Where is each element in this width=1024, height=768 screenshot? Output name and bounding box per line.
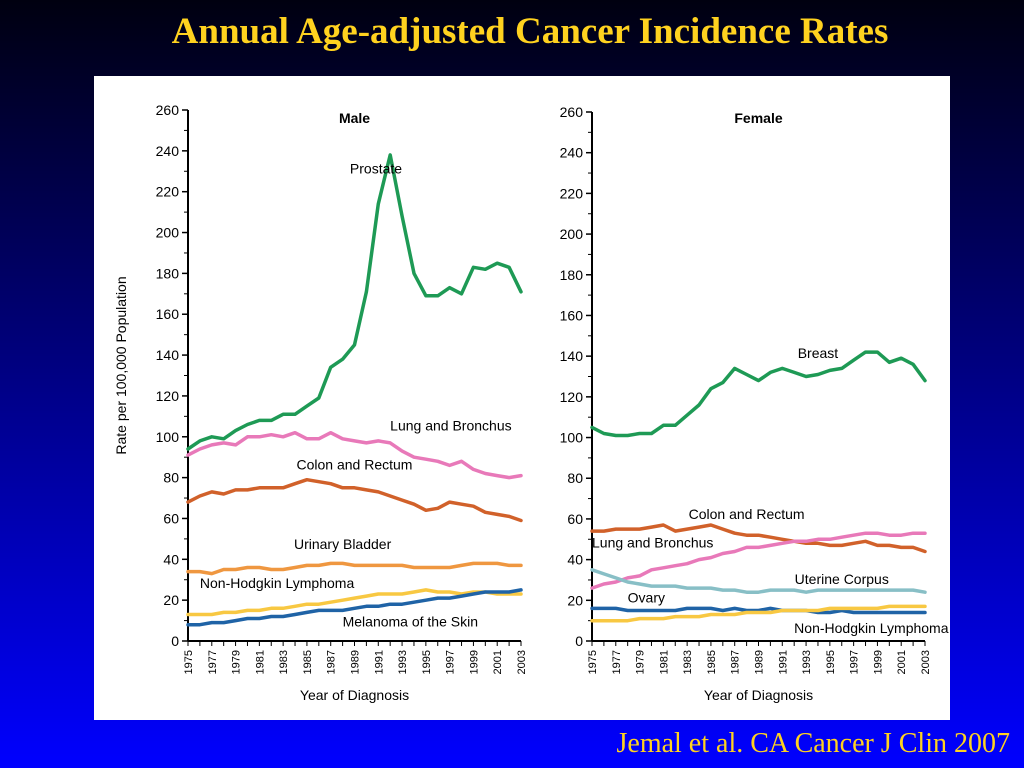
series-line-non-hodgkin-lymphoma	[590, 604, 927, 623]
y-tick-label: 140	[560, 348, 584, 364]
x-axis-label: Year of Diagnosis	[300, 687, 409, 703]
series-label-lung-and-bronchus: Lung and Bronchus	[592, 534, 713, 550]
y-tick-label: 260	[560, 104, 584, 120]
x-tick-label: 1975	[587, 650, 599, 674]
y-tick-label: 200	[156, 225, 180, 241]
series-label-melanoma-of-the-skin: Melanoma of the Skin	[343, 614, 478, 630]
series-line-breast	[590, 350, 927, 438]
x-tick-label: 1999	[872, 650, 884, 674]
x-tick-label: 1987	[326, 650, 338, 674]
x-axis-label: Year of Diagnosis	[704, 687, 813, 703]
x-tick-label: 1979	[231, 650, 243, 674]
x-tick-label: 1981	[658, 650, 670, 674]
female-chart: 0 20 40 60 80 100 120 140 160 180 200 220 240 260 1975…	[560, 104, 949, 703]
series-line-urinary-bladder	[186, 561, 523, 576]
y-tick-label: 220	[156, 184, 180, 200]
x-tick-label: 1991	[373, 650, 385, 674]
male-chart: 0 20 40 60 80 100 120 140 160 180 200 220 240 260 1975…	[113, 102, 528, 703]
y-tick-label: 260	[156, 102, 180, 118]
y-axis-label: Rate per 100,000 Population	[113, 276, 129, 454]
y-tick-label: 80	[567, 470, 583, 486]
x-tick-label: 1977	[207, 650, 219, 674]
y-tick-label: 20	[163, 592, 179, 608]
y-tick-label: 240	[560, 145, 584, 161]
x-tick-label: 1977	[611, 650, 623, 674]
y-tick-label: 160	[156, 306, 180, 322]
series-label-breast: Breast	[798, 345, 839, 361]
y-tick-label: 140	[156, 347, 180, 363]
x-tick-label: 1995	[421, 650, 433, 674]
x-tick-label: 1991	[777, 650, 789, 674]
y-tick-label: 40	[567, 552, 583, 568]
y-tick-label: 120	[560, 389, 584, 405]
y-tick-label: 220	[560, 185, 584, 201]
series-line-colon-and-rectum	[590, 523, 927, 554]
y-tick-label: 200	[560, 226, 584, 242]
series-line-lung-and-bronchus	[186, 430, 523, 480]
y-tick-label: 60	[163, 510, 179, 526]
x-tick-label: 1997	[445, 650, 457, 674]
series-label-uterine-corpus: Uterine Corpus	[795, 571, 889, 587]
series-line-lung-and-bronchus	[590, 531, 927, 590]
x-tick-label: 1993	[397, 650, 409, 674]
x-tick-label: 2003	[516, 650, 528, 674]
y-tick-label: 80	[163, 470, 179, 486]
series-line-uterine-corpus	[590, 568, 927, 594]
x-tick-label: 1989	[350, 650, 362, 674]
figure-panel: 0 20 40 60 80 100 120 140 160 180 200 220 240 260 1975…	[94, 76, 950, 720]
x-tick-label: 1985	[302, 650, 314, 674]
series-line-melanoma-of-the-skin	[186, 588, 523, 627]
y-tick-label: 180	[560, 267, 584, 283]
chart-title: Male	[339, 110, 370, 126]
chart-title: Female	[734, 110, 782, 126]
incidence-charts: 0204060801001201401601802002202402601975…	[113, 102, 949, 703]
series-line-prostate	[186, 153, 523, 451]
y-tick-label: 240	[156, 143, 180, 159]
series-line-ovary	[590, 606, 927, 615]
x-tick-label: 1985	[706, 650, 718, 674]
x-tick-label: 2001	[492, 650, 504, 674]
x-tick-label: 1997	[849, 650, 861, 674]
x-tick-label: 1987	[730, 650, 742, 674]
series-label-non-hodgkin-lymphoma: Non-Hodgkin Lymphoma	[794, 620, 949, 636]
x-tick-label: 1979	[635, 650, 647, 674]
x-tick-label: 1983	[278, 650, 290, 674]
y-tick-label: 160	[560, 307, 584, 323]
citation: Jemal et al. CA Cancer J Clin 2007	[616, 728, 1011, 759]
y-tick-label: 0	[171, 633, 179, 649]
series-label-prostate: Prostate	[350, 160, 402, 176]
series-label-colon-and-rectum: Colon and Rectum	[297, 456, 413, 472]
y-tick-label: 0	[575, 633, 583, 649]
y-tick-label: 20	[567, 592, 583, 608]
series-label-lung-and-bronchus: Lung and Bronchus	[390, 418, 511, 434]
x-tick-label: 1999	[468, 650, 480, 674]
x-tick-label: 1989	[754, 650, 766, 674]
series-line-non-hodgkin-lymphoma	[186, 588, 523, 617]
y-tick-label: 100	[156, 429, 180, 445]
x-tick-label: 2003	[920, 650, 932, 674]
x-tick-label: 1995	[825, 650, 837, 674]
y-tick-label: 180	[156, 265, 180, 281]
x-tick-label: 1993	[801, 650, 813, 674]
series-label-urinary-bladder: Urinary Bladder	[294, 536, 392, 552]
y-tick-label: 60	[567, 511, 583, 527]
y-tick-label: 40	[163, 551, 179, 567]
series-line-colon-and-rectum	[186, 477, 523, 523]
slide-title: Annual Age-adjusted Cancer Incidence Rat…	[171, 11, 889, 52]
x-tick-label: 2001	[896, 650, 908, 674]
x-tick-label: 1983	[682, 650, 694, 674]
y-tick-label: 120	[156, 388, 180, 404]
series-label-colon-and-rectum: Colon and Rectum	[689, 506, 805, 522]
x-tick-label: 1975	[183, 650, 195, 674]
series-label-non-hodgkin-lymphoma: Non-Hodgkin Lymphoma	[200, 575, 355, 591]
series-label-ovary: Ovary	[628, 589, 665, 605]
x-tick-label: 1981	[254, 650, 266, 674]
y-tick-label: 100	[560, 430, 584, 446]
